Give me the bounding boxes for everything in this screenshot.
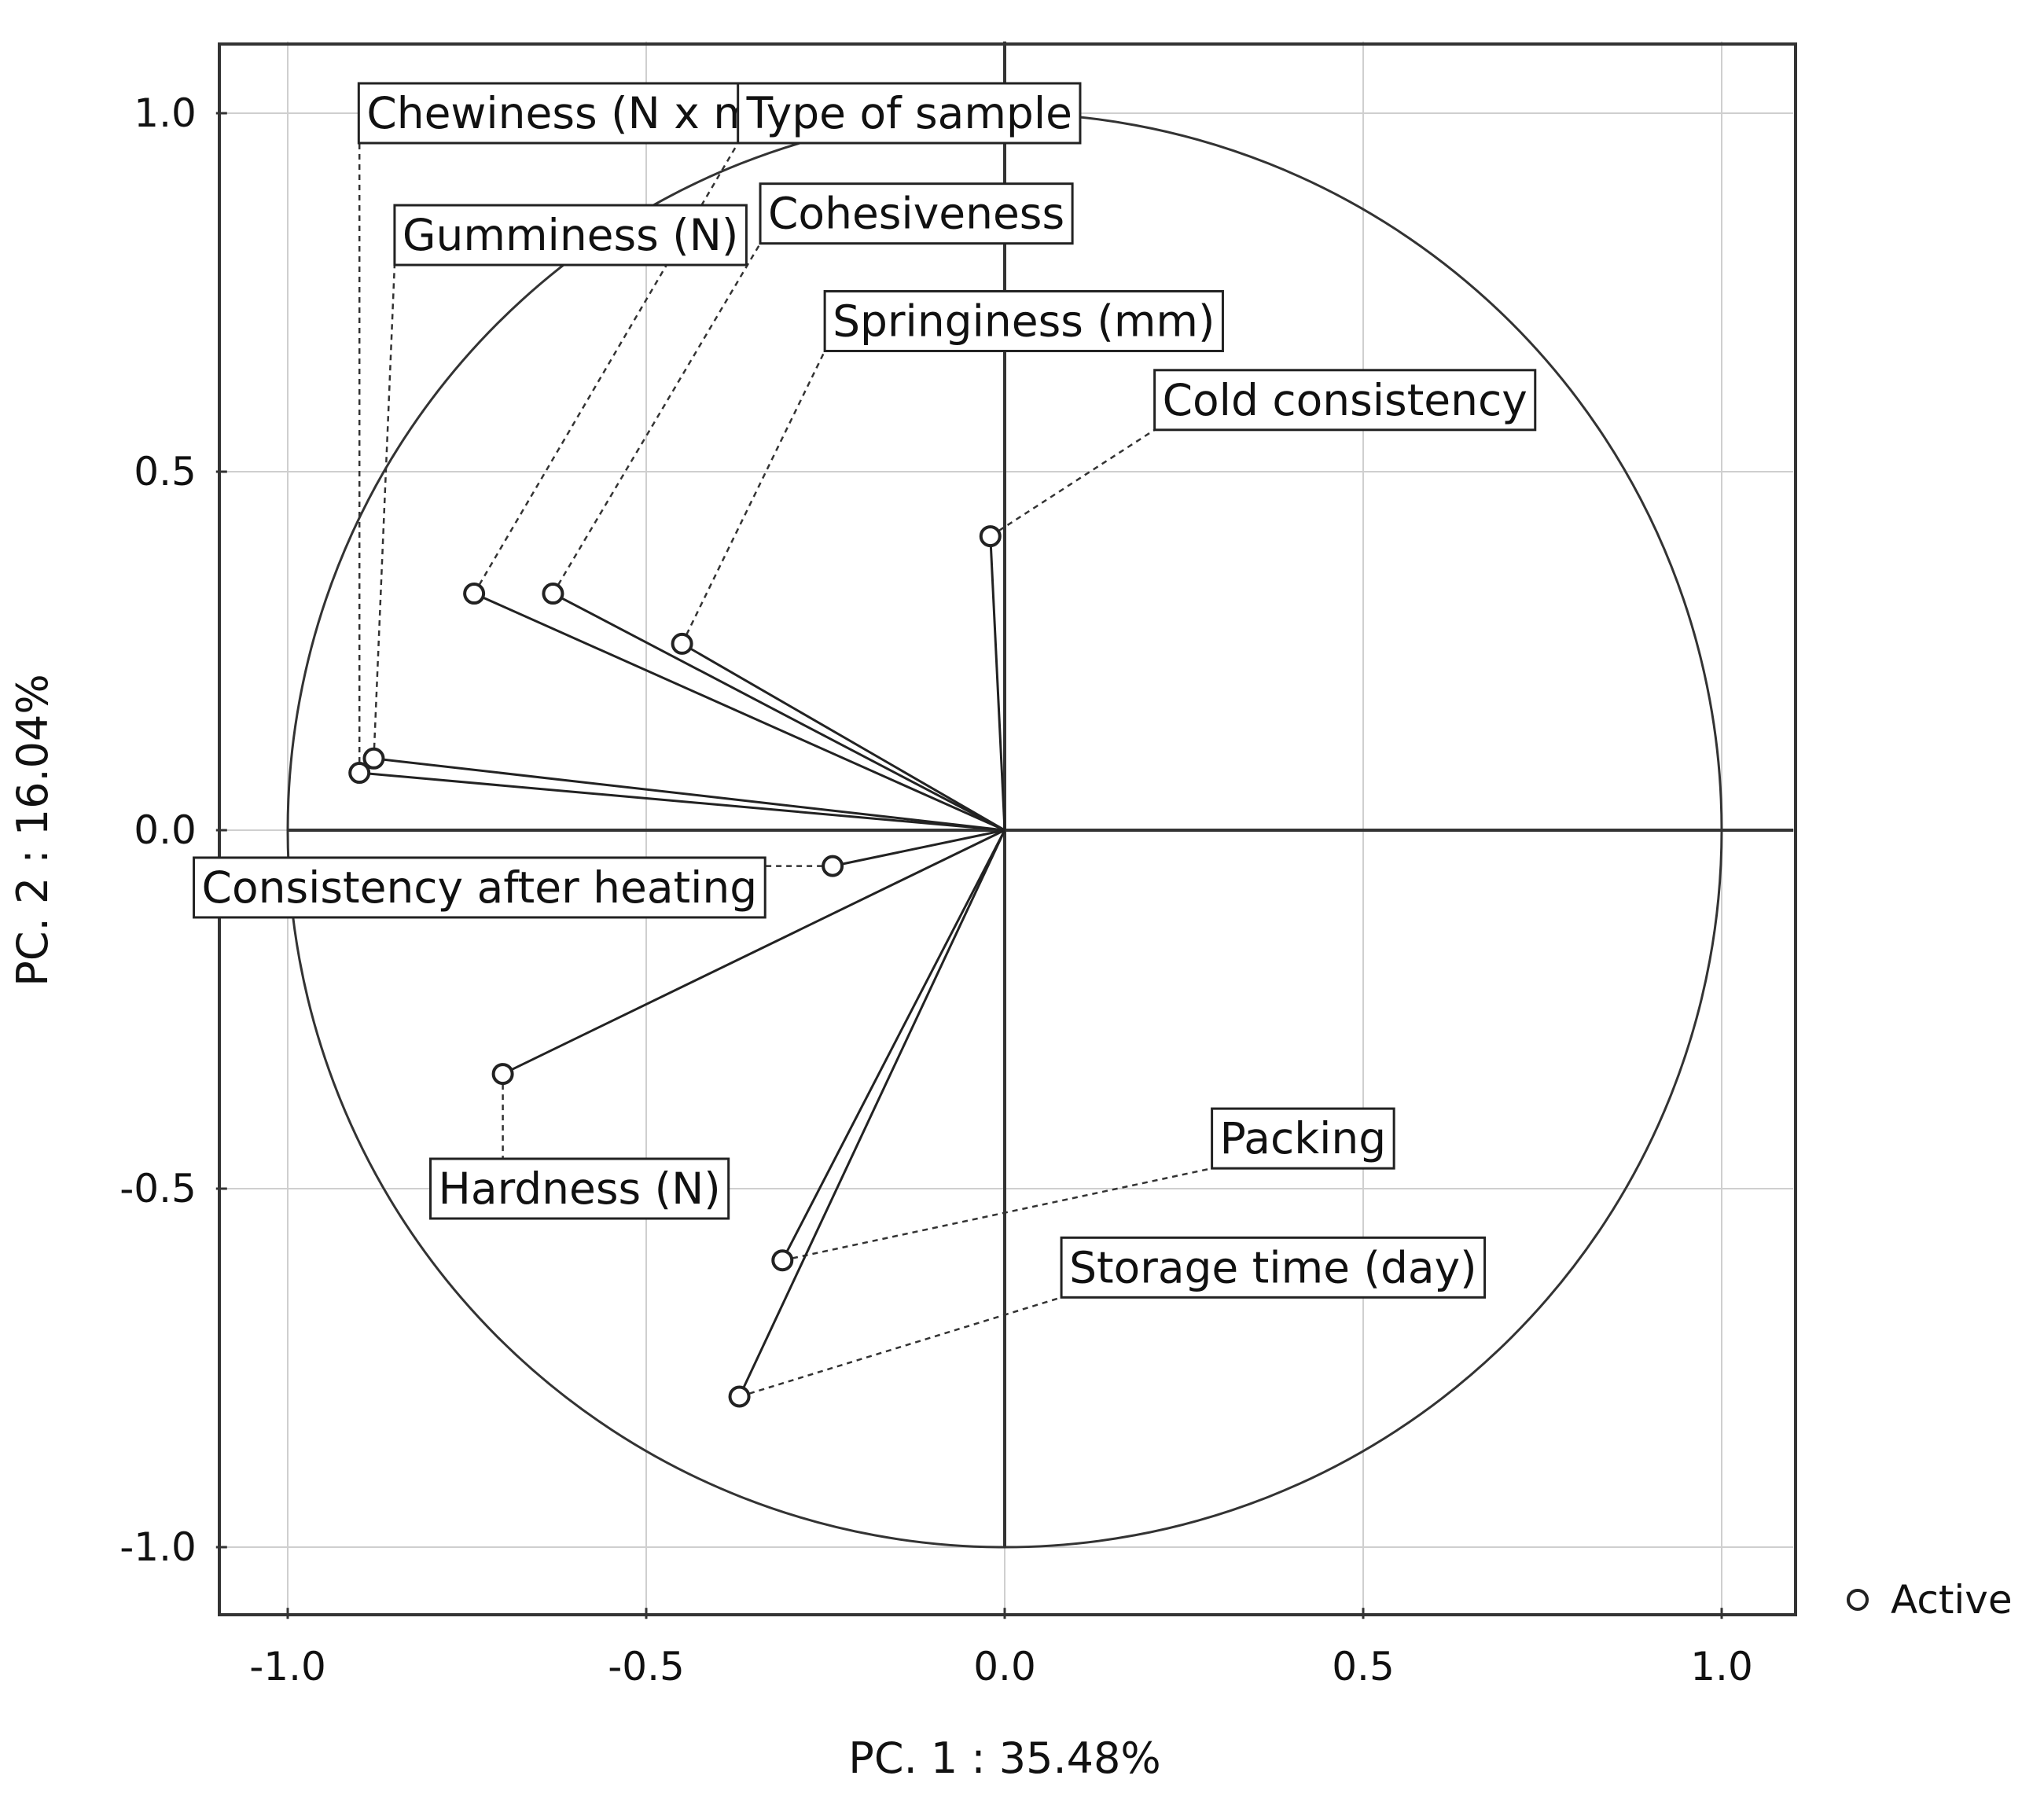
loading-vector (359, 771, 1005, 832)
leader-line (373, 264, 396, 759)
variable-label: Cold consistency (1163, 375, 1527, 425)
loading-point (728, 1385, 751, 1408)
loading-point (491, 1063, 514, 1086)
variable-label-box (1211, 1107, 1395, 1170)
leader-line (473, 142, 739, 594)
y-axis-title: PC. 2 : 16.04% (8, 674, 57, 986)
x-tick-label: 0.0 (973, 1644, 1036, 1689)
x-axis-title: PC. 1 : 35.48% (848, 1733, 1160, 1783)
loading-point (463, 583, 486, 605)
loading-vector (502, 829, 1005, 1075)
loading-vector (738, 829, 1006, 1398)
x-tick-label: 1.0 (1690, 1644, 1753, 1689)
loading-vector (373, 757, 1005, 832)
loading-vector (832, 829, 1005, 868)
loading-vector (552, 592, 1005, 832)
loading-vector (473, 592, 1005, 832)
loading-vector (781, 829, 1006, 1261)
loading-point (348, 762, 371, 785)
leader-line (681, 350, 826, 645)
y-tick-label: 1.0 (134, 90, 197, 136)
y-tick-label: 0.0 (134, 807, 197, 853)
leader-line (739, 1296, 1062, 1398)
loading-points (348, 525, 1002, 1408)
loading-vector (989, 536, 1006, 831)
variable-label-box (1153, 369, 1537, 432)
x-tick-label: -0.5 (608, 1644, 685, 1689)
leader-line (990, 428, 1156, 538)
variable-label: Hardness (N) (439, 1164, 721, 1214)
loading-point (542, 583, 564, 605)
tick-labels: -1.0 -0.5 0.0 0.5 1.0 1.0 0.5 0.0 -0.5 -1.0 (119, 90, 1753, 1689)
variable-label-box (193, 856, 766, 919)
variable-labels: Chewiness (N x mm)Type of sampleGummines… (193, 82, 1537, 1299)
variable-label-box (393, 204, 748, 267)
variable-label: Cohesiveness (768, 189, 1064, 239)
legend: Active (1847, 1577, 2013, 1623)
variable-label-box (823, 289, 1224, 352)
x-tick-label: 0.5 (1332, 1644, 1395, 1689)
variable-label-box (1060, 1236, 1487, 1299)
legend-entry-active: Active (1891, 1577, 2013, 1623)
variable-label: Type of sample (746, 88, 1072, 138)
variable-label: Springiness (mm) (833, 296, 1215, 346)
y-tick-label: 0.5 (134, 449, 197, 494)
loading-vector (681, 642, 1005, 832)
variable-label-box (429, 1157, 730, 1220)
variable-label: Gumminess (N) (403, 210, 738, 260)
variable-label: Packing (1220, 1113, 1387, 1164)
variable-label: Storage time (day) (1069, 1242, 1477, 1292)
leader-lines (358, 142, 1212, 1398)
y-tick-label: -1.0 (119, 1524, 197, 1570)
loading-point (362, 747, 385, 770)
variable-label-box (759, 182, 1074, 245)
loading-point (771, 1249, 794, 1272)
loading-point (979, 525, 1002, 548)
loading-vectors (359, 536, 1006, 1398)
leader-line (552, 243, 762, 594)
y-tick-label: -0.5 (119, 1166, 197, 1211)
loading-point (671, 632, 693, 655)
leader-line (782, 1167, 1212, 1262)
variable-label: Consistency after heating (202, 862, 758, 913)
loading-point (822, 855, 844, 877)
legend-marker (1847, 1589, 1869, 1611)
variable-label-box (737, 82, 1082, 145)
x-tick-label: -1.0 (249, 1644, 326, 1689)
zero-axes (288, 41, 1794, 1547)
